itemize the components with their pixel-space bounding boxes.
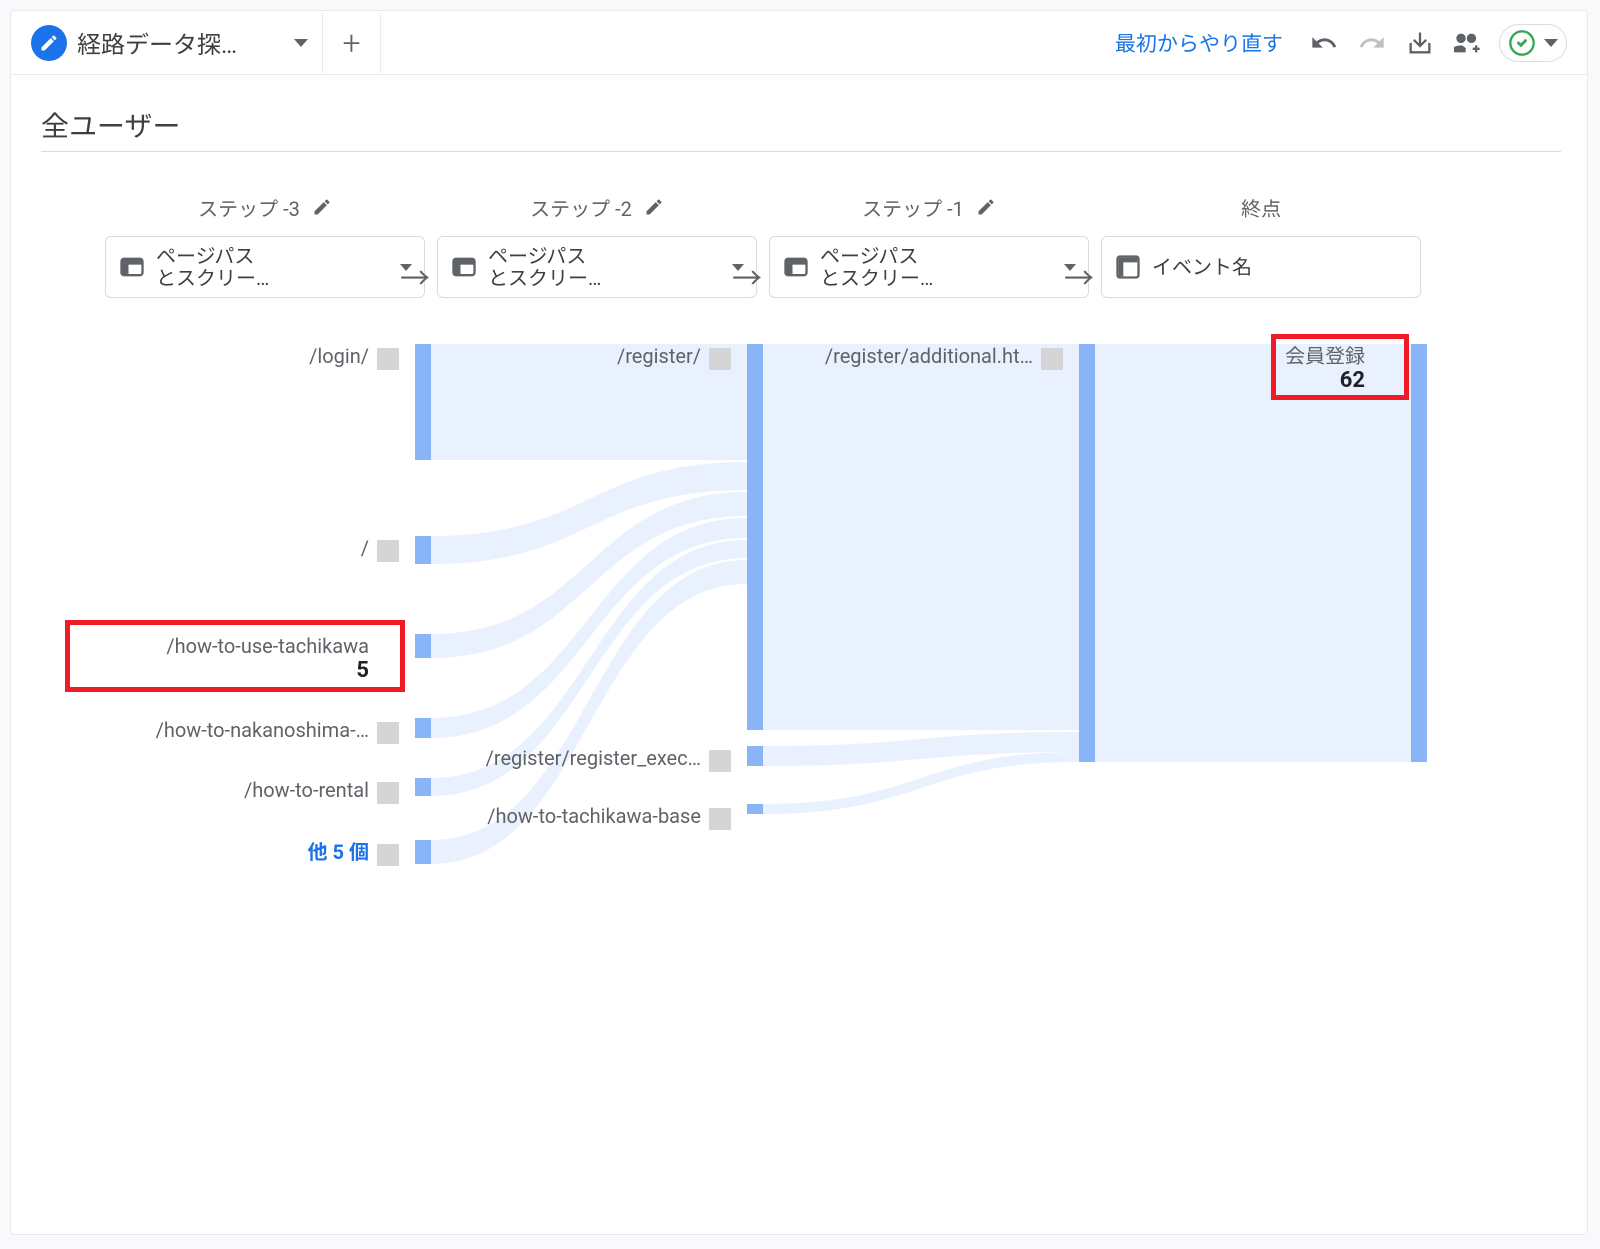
pencil-icon[interactable] bbox=[644, 197, 664, 217]
node-label: 他 5 個 bbox=[308, 840, 369, 864]
node-bar[interactable] bbox=[415, 536, 431, 564]
node-label: /register/ bbox=[617, 344, 701, 368]
exploration-tab[interactable]: 経路データ探… bbox=[23, 13, 323, 73]
path-node[interactable]: /how-to-tachikawa-base bbox=[487, 804, 731, 830]
dimension-selector[interactable]: イベント名 bbox=[1101, 236, 1421, 298]
highlight-box bbox=[1271, 334, 1409, 400]
node-bar[interactable] bbox=[1411, 344, 1427, 762]
node-bar[interactable] bbox=[415, 634, 431, 658]
node-bar[interactable] bbox=[415, 778, 431, 796]
path-node[interactable]: / bbox=[361, 536, 399, 562]
path-exploration-icon bbox=[31, 25, 67, 61]
download-button[interactable] bbox=[1403, 26, 1437, 60]
dimension-label: ページパスとスクリー… bbox=[820, 245, 1054, 289]
share-button[interactable] bbox=[1451, 26, 1485, 60]
path-chart: ステップ -3 ページパスとスクリー…/login///how-to-use-t… bbox=[41, 192, 1557, 1012]
undo-button[interactable] bbox=[1307, 26, 1341, 60]
path-node[interactable]: /login/ bbox=[309, 344, 399, 370]
node-marker bbox=[377, 782, 399, 804]
status-chip[interactable] bbox=[1499, 24, 1567, 62]
step-column-0: ステップ -3 ページパスとスクリー…/login///how-to-use-t… bbox=[105, 192, 425, 298]
step-label: ステップ -3 bbox=[198, 193, 300, 222]
restart-button[interactable]: 最初からやり直す bbox=[1105, 28, 1293, 58]
node-label: / bbox=[361, 536, 369, 560]
dimension-selector[interactable]: ページパスとスクリー… bbox=[769, 236, 1089, 298]
dimension-label: イベント名 bbox=[1152, 256, 1408, 278]
step-label: ステップ -1 bbox=[862, 193, 964, 222]
node-label: /how-to-nakanoshima-… bbox=[156, 718, 369, 742]
event-icon bbox=[1114, 253, 1142, 281]
node-bar[interactable] bbox=[415, 840, 431, 864]
chevron-down-icon bbox=[294, 39, 308, 47]
pencil-icon[interactable] bbox=[312, 197, 332, 217]
chevron-down-icon bbox=[1544, 39, 1558, 47]
redo-button[interactable] bbox=[1355, 26, 1389, 60]
step-column-1: ステップ -2 ページパスとスクリー…/register//register/r… bbox=[437, 192, 757, 298]
node-bar[interactable] bbox=[415, 718, 431, 738]
step-column-2: ステップ -1 ページパスとスクリー…/register/additional.… bbox=[769, 192, 1089, 298]
tab-title: 経路データ探… bbox=[77, 25, 284, 60]
analytics-explorer: 経路データ探… + 最初からやり直す 全ユーザー bbox=[10, 10, 1588, 1235]
highlight-box bbox=[65, 620, 405, 692]
path-node[interactable]: /register/ bbox=[617, 344, 731, 370]
dimension-selector[interactable]: ページパスとスクリー… bbox=[105, 236, 425, 298]
path-node[interactable]: /how-to-rental bbox=[244, 778, 399, 804]
step-header: 終点 bbox=[1101, 192, 1421, 222]
node-bar[interactable] bbox=[1079, 344, 1095, 762]
exploration-body: 全ユーザー ステップ -3 ページパスとスクリー…/login///how-to… bbox=[11, 75, 1587, 1042]
node-marker bbox=[1041, 348, 1063, 370]
step-label: ステップ -2 bbox=[530, 193, 632, 222]
step-column-3: 終点 イベント名会員登録62 bbox=[1101, 192, 1421, 298]
node-marker bbox=[377, 348, 399, 370]
step-header: ステップ -1 bbox=[769, 192, 1089, 222]
arrow-icon: → bbox=[731, 254, 763, 298]
node-marker bbox=[377, 540, 399, 562]
dimension-selector[interactable]: ページパスとスクリー… bbox=[437, 236, 757, 298]
more-items-link[interactable]: 他 5 個 bbox=[308, 840, 399, 866]
add-tab-button[interactable]: + bbox=[323, 13, 381, 73]
node-label: /how-to-rental bbox=[244, 778, 369, 802]
path-node[interactable]: /register/additional.ht… bbox=[825, 344, 1063, 370]
node-bar[interactable] bbox=[747, 746, 763, 766]
dimension-label: ページパスとスクリー… bbox=[488, 245, 722, 289]
step-header: ステップ -2 bbox=[437, 192, 757, 222]
step-label: 終点 bbox=[1241, 193, 1281, 222]
node-bar[interactable] bbox=[415, 344, 431, 460]
check-circle-icon bbox=[1508, 29, 1536, 57]
web-icon bbox=[782, 253, 810, 281]
node-label: /register/register_exec… bbox=[486, 746, 701, 770]
node-marker bbox=[709, 808, 731, 830]
toolbar-actions: 最初からやり直す bbox=[1105, 24, 1575, 62]
segment-filter[interactable]: 全ユーザー bbox=[41, 105, 1561, 152]
node-marker bbox=[377, 722, 399, 744]
node-label: /login/ bbox=[309, 344, 369, 368]
node-label: /how-to-tachikawa-base bbox=[487, 804, 701, 828]
path-node[interactable]: /register/register_exec… bbox=[486, 746, 731, 772]
arrow-icon: → bbox=[399, 254, 431, 298]
web-icon bbox=[118, 253, 146, 281]
web-icon bbox=[450, 253, 478, 281]
node-marker bbox=[709, 348, 731, 370]
node-bar[interactable] bbox=[747, 344, 763, 730]
pencil-icon[interactable] bbox=[976, 197, 996, 217]
dimension-label: ページパスとスクリー… bbox=[156, 245, 390, 289]
path-node[interactable]: /how-to-nakanoshima-… bbox=[156, 718, 399, 744]
node-marker bbox=[709, 750, 731, 772]
node-label: /register/additional.ht… bbox=[825, 344, 1033, 368]
arrow-icon: → bbox=[1063, 254, 1095, 298]
node-bar[interactable] bbox=[747, 804, 763, 814]
step-header: ステップ -3 bbox=[105, 192, 425, 222]
toolbar: 経路データ探… + 最初からやり直す bbox=[11, 11, 1587, 75]
node-marker bbox=[377, 844, 399, 866]
